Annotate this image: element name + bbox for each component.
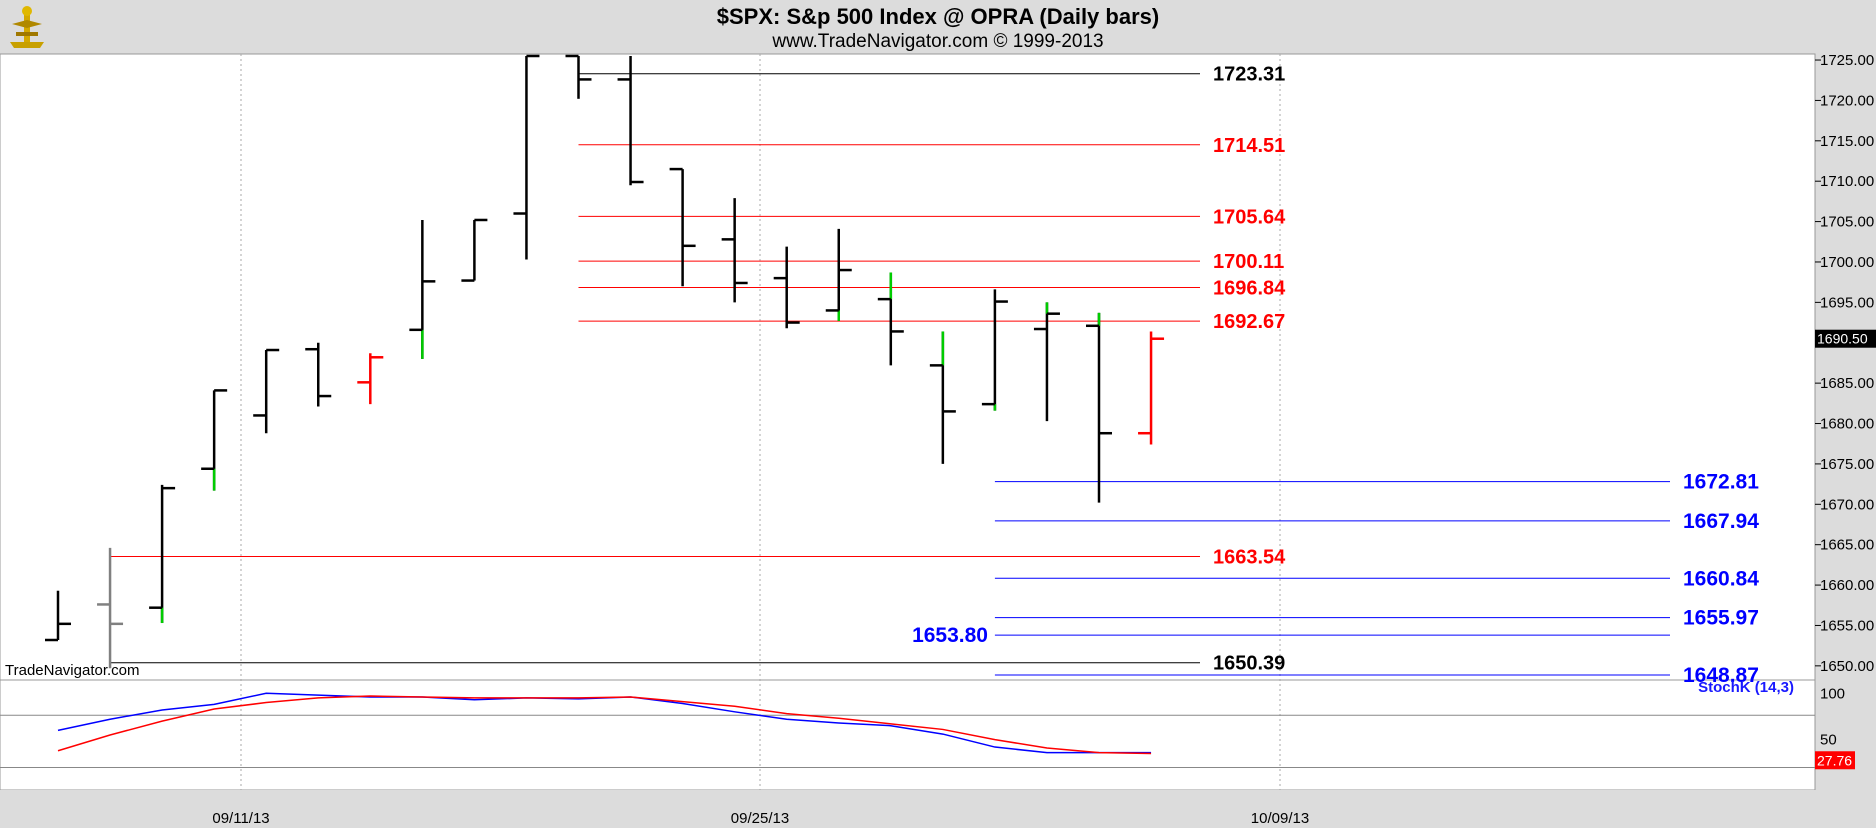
y-tick-label: 1660.00 <box>1820 577 1874 594</box>
y-tick-label: 1720.00 <box>1820 92 1874 109</box>
x-tick-label: 09/25/13 <box>731 810 789 827</box>
ohlc-bar <box>929 331 956 464</box>
watermark-text: TradeNavigator.com <box>5 662 140 679</box>
ohlc-bar <box>201 389 228 491</box>
ohlc-bar <box>981 289 1008 411</box>
chart-header: $SPX: S&p 500 Index @ OPRA (Daily bars) … <box>0 0 1876 54</box>
ohlc-bar <box>513 54 540 260</box>
stoch-last-value-label: 27.76 <box>1817 752 1852 768</box>
stoch-title: StochK (14,3) <box>1698 679 1794 696</box>
ohlc-bar <box>97 547 124 669</box>
stoch-y-tick-label: 100 <box>1820 685 1845 702</box>
price-level-label: 1653.80 <box>912 624 988 647</box>
ohlc-bar <box>357 353 384 405</box>
price-level-label: 1655.97 <box>1683 607 1759 630</box>
y-tick-label: 1650.00 <box>1820 658 1874 675</box>
price-level-label: 1696.84 <box>1213 277 1286 299</box>
ohlc-bar <box>721 198 748 303</box>
ohlc-bar <box>1086 312 1112 503</box>
price-panel <box>0 53 1816 681</box>
y-tick-label: 1665.00 <box>1820 537 1874 554</box>
y-tick-label: 1705.00 <box>1820 214 1874 231</box>
ohlc-bar <box>669 167 696 287</box>
ohlc-bar <box>773 246 800 329</box>
ohlc-bar <box>617 56 644 186</box>
ohlc-bar <box>149 484 176 624</box>
y-tick-label: 1710.00 <box>1820 173 1874 190</box>
ohlc-bar <box>305 342 332 407</box>
ohlc-bar <box>1033 302 1060 422</box>
chart-subtitle: www.TradeNavigator.com © 1999-2013 <box>772 31 1104 52</box>
x-tick-label: 10/09/13 <box>1251 810 1309 827</box>
price-level-label: 1648.87 <box>1683 664 1759 687</box>
time-axis-band <box>0 790 1876 828</box>
last-price-marker <box>1815 329 1876 348</box>
y-tick-label: 1680.00 <box>1820 416 1874 433</box>
price-level-label: 1723.31 <box>1213 64 1285 86</box>
y-tick-label: 1715.00 <box>1820 133 1874 150</box>
last-price-label: 1690.50 <box>1817 331 1868 347</box>
ohlc-bar <box>825 228 852 321</box>
ohlc-bar <box>1138 331 1165 445</box>
y-tick-label: 1655.00 <box>1820 617 1874 634</box>
y-tick-label: 1685.00 <box>1820 375 1874 392</box>
stoch-panel <box>0 679 1816 791</box>
chart-title: $SPX: S&p 500 Index @ OPRA (Daily bars) <box>716 4 1160 29</box>
y-tick-label: 1675.00 <box>1820 456 1874 473</box>
y-tick-label: 1695.00 <box>1820 294 1874 311</box>
price-level-label: 1660.84 <box>1683 567 1759 590</box>
price-level-label: 1672.81 <box>1683 471 1759 494</box>
stoch-line-stochd <box>57 695 1152 755</box>
price-level-label: 1667.94 <box>1683 510 1759 533</box>
y-tick-label: 1700.00 <box>1820 254 1874 271</box>
trade-navigator-logo-icon <box>10 6 44 48</box>
ohlc-bar <box>45 590 71 642</box>
x-tick-label: 09/11/13 <box>212 810 269 827</box>
ohlc-bar <box>877 272 904 366</box>
stoch-last-value-marker <box>1815 751 1855 770</box>
ohlc-bar <box>461 218 488 282</box>
price-level-label: 1700.11 <box>1213 251 1284 273</box>
price-level-label: 1705.64 <box>1213 206 1286 228</box>
y-tick-label: 1725.00 <box>1820 52 1874 69</box>
price-level-label: 1714.51 <box>1213 135 1285 157</box>
ohlc-bar <box>565 54 592 99</box>
price-level-label: 1663.54 <box>1213 546 1286 568</box>
stoch-y-tick-label: 50 <box>1820 732 1837 749</box>
ohlc-bar <box>409 219 436 359</box>
y-tick-label: 1670.00 <box>1820 496 1874 513</box>
price-level-label: 1650.39 <box>1213 653 1285 675</box>
price-level-label: 1692.67 <box>1213 311 1285 333</box>
ohlc-bar <box>253 348 280 434</box>
